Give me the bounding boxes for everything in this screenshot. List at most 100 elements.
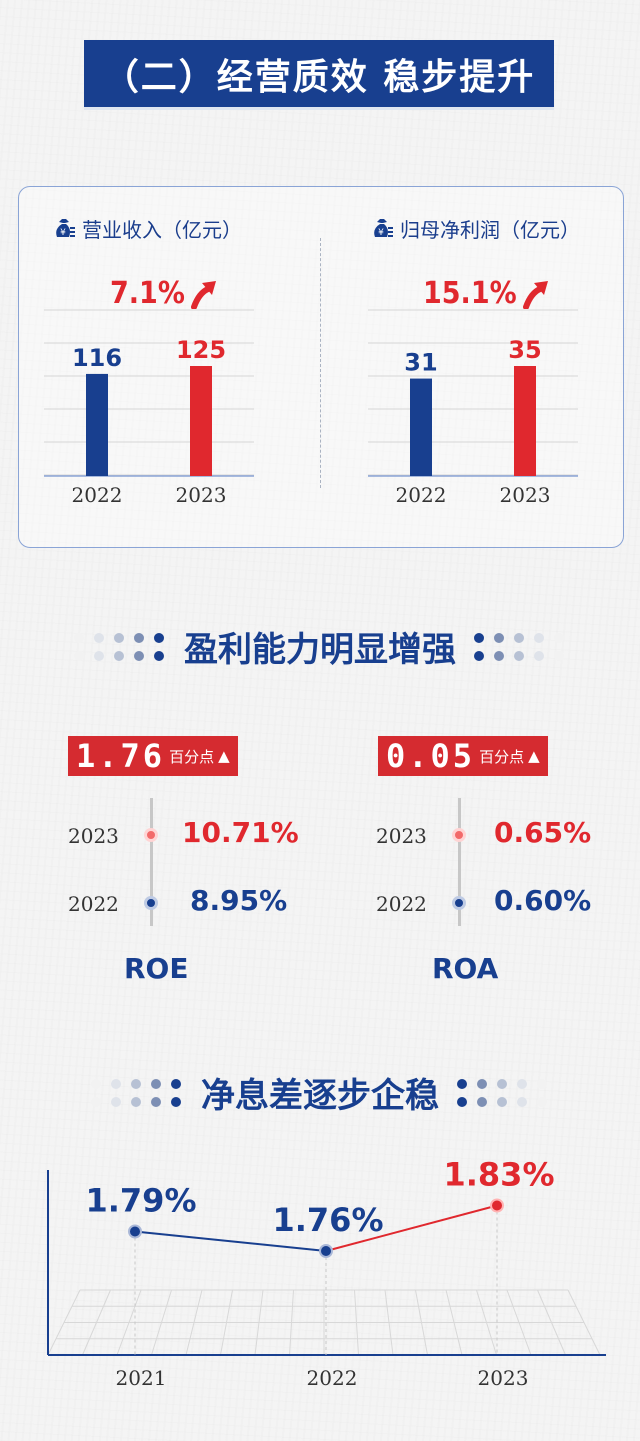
roa-change-value: 0.05 bbox=[386, 737, 476, 775]
decor-dot bbox=[517, 1078, 527, 1089]
roa-value-2022: 0.60% bbox=[494, 884, 592, 917]
money-bag-icon: ¥ bbox=[56, 218, 75, 238]
decorative-dots-left bbox=[91, 1078, 183, 1107]
floor-grid-line bbox=[354, 1289, 359, 1356]
floor-grid-line bbox=[567, 1289, 601, 1356]
bar-value-label: 35 bbox=[508, 336, 541, 364]
x-tick-label: 2021 bbox=[116, 1366, 167, 1390]
decor-dot bbox=[91, 1096, 101, 1107]
revenue-growth-value: 7.1% bbox=[110, 276, 185, 311]
decor-dot bbox=[114, 650, 124, 661]
up-triangle-icon: ▲ bbox=[528, 747, 540, 765]
roe-change-unit: 百分点 bbox=[169, 747, 215, 766]
decor-dot bbox=[134, 650, 144, 661]
decor-dot bbox=[514, 632, 524, 643]
roa-node-2022 bbox=[452, 896, 466, 910]
data-point-2022 bbox=[319, 1244, 333, 1258]
decorative-dots-left bbox=[74, 632, 166, 661]
bar-value-label: 31 bbox=[404, 349, 437, 377]
roa-timeline bbox=[458, 798, 461, 926]
decor-dot bbox=[497, 1096, 507, 1107]
decor-dot bbox=[111, 1096, 121, 1107]
decor-dot bbox=[74, 632, 84, 643]
decor-dot bbox=[554, 632, 564, 643]
profitability-heading-text: 盈利能力明显增强 bbox=[184, 630, 456, 670]
decor-dot bbox=[94, 632, 104, 643]
decorative-dots-right bbox=[474, 632, 566, 661]
decor-dot bbox=[457, 1096, 467, 1107]
roe-timeline bbox=[150, 798, 153, 926]
profit-label: 归母净利润（亿元） bbox=[400, 218, 580, 242]
x-tick-label: 2022 bbox=[396, 483, 447, 507]
floor-grid-line bbox=[220, 1289, 233, 1356]
roa-node-2023 bbox=[452, 828, 466, 842]
floor-grid-line bbox=[476, 1289, 497, 1356]
decor-dot bbox=[537, 1078, 547, 1089]
nim-line-chart: 1.79% 2021 1.76% 2022 1.83% 2023 bbox=[47, 1156, 606, 1390]
decor-dot bbox=[534, 632, 544, 643]
page-title: （二）经营质效 稳步提升 bbox=[84, 40, 554, 110]
bar-2022 bbox=[410, 378, 432, 476]
nim-heading-text: 净息差逐步企稳 bbox=[201, 1076, 439, 1116]
roe-value-2022: 8.95% bbox=[190, 884, 288, 917]
decorative-dots-right bbox=[457, 1078, 549, 1107]
floor-grid-line bbox=[254, 1289, 264, 1356]
decor-dot bbox=[457, 1078, 467, 1089]
floor-grid-line bbox=[415, 1289, 428, 1356]
decor-dot bbox=[134, 632, 144, 643]
floor-grid-line bbox=[445, 1289, 463, 1356]
decor-dot bbox=[74, 650, 84, 661]
decor-dot bbox=[517, 1096, 527, 1107]
decor-dot bbox=[151, 1078, 161, 1089]
roe-value-2023: 10.71% bbox=[182, 816, 299, 849]
svg-text:¥: ¥ bbox=[378, 228, 384, 238]
decor-dot bbox=[114, 632, 124, 643]
floor-grid-line bbox=[185, 1289, 203, 1356]
bar-2022 bbox=[86, 373, 108, 476]
floor-grid-line bbox=[47, 1289, 81, 1356]
trend-up-arrow-icon bbox=[522, 280, 548, 309]
revenue-growth: 7.1% bbox=[110, 276, 219, 311]
profit-bar-chart: 31 2022 35 2023 bbox=[368, 309, 578, 507]
roe-year-2022: 2022 bbox=[68, 892, 119, 916]
roa-change-badge: 0.05 百分点 ▲ bbox=[378, 736, 548, 776]
bar-value-label: 125 bbox=[176, 336, 226, 364]
decor-dot bbox=[154, 632, 164, 643]
bar-2023 bbox=[514, 366, 536, 476]
floor-grid-line bbox=[116, 1289, 142, 1356]
decor-dot bbox=[94, 650, 104, 661]
x-tick-label: 2022 bbox=[307, 1366, 358, 1390]
money-bag-icon: ¥ bbox=[374, 218, 393, 238]
decor-dot bbox=[154, 650, 164, 661]
floor-grid-line bbox=[384, 1289, 394, 1356]
data-point-2021 bbox=[128, 1224, 142, 1239]
decor-dot bbox=[494, 632, 504, 643]
decor-dot bbox=[131, 1078, 141, 1089]
trend-up-arrow-icon bbox=[190, 280, 216, 309]
decor-dot bbox=[537, 1096, 547, 1107]
decor-dot bbox=[474, 632, 484, 643]
decor-dot bbox=[151, 1096, 161, 1107]
roe-label: ROE bbox=[124, 952, 189, 985]
x-tick-label: 2023 bbox=[176, 483, 227, 507]
decor-dot bbox=[171, 1096, 181, 1107]
profit-growth: 15.1% bbox=[423, 276, 551, 311]
floor-grid-line bbox=[537, 1289, 566, 1356]
decor-dot bbox=[131, 1096, 141, 1107]
profit-heading: ¥ 归母净利润（亿元） bbox=[370, 214, 580, 243]
svg-text:¥: ¥ bbox=[60, 228, 66, 238]
card-divider bbox=[320, 238, 321, 488]
revenue-heading: ¥ 营业收入（亿元） bbox=[52, 214, 242, 243]
series-line-segment bbox=[134, 1230, 327, 1252]
roe-node-2022 bbox=[144, 896, 158, 910]
decor-dot bbox=[477, 1078, 487, 1089]
x-tick-label: 2023 bbox=[500, 483, 551, 507]
decor-dot bbox=[111, 1078, 121, 1089]
roa-year-2022: 2022 bbox=[376, 892, 427, 916]
nim-heading: 净息差逐步企稳 bbox=[0, 1068, 640, 1117]
roe-node-2023 bbox=[144, 828, 158, 842]
bar-2023 bbox=[190, 366, 212, 476]
decor-dot bbox=[497, 1078, 507, 1089]
revenue-bar-chart: 116 2022 125 2023 bbox=[44, 309, 254, 507]
floor-grid-line bbox=[506, 1289, 532, 1356]
